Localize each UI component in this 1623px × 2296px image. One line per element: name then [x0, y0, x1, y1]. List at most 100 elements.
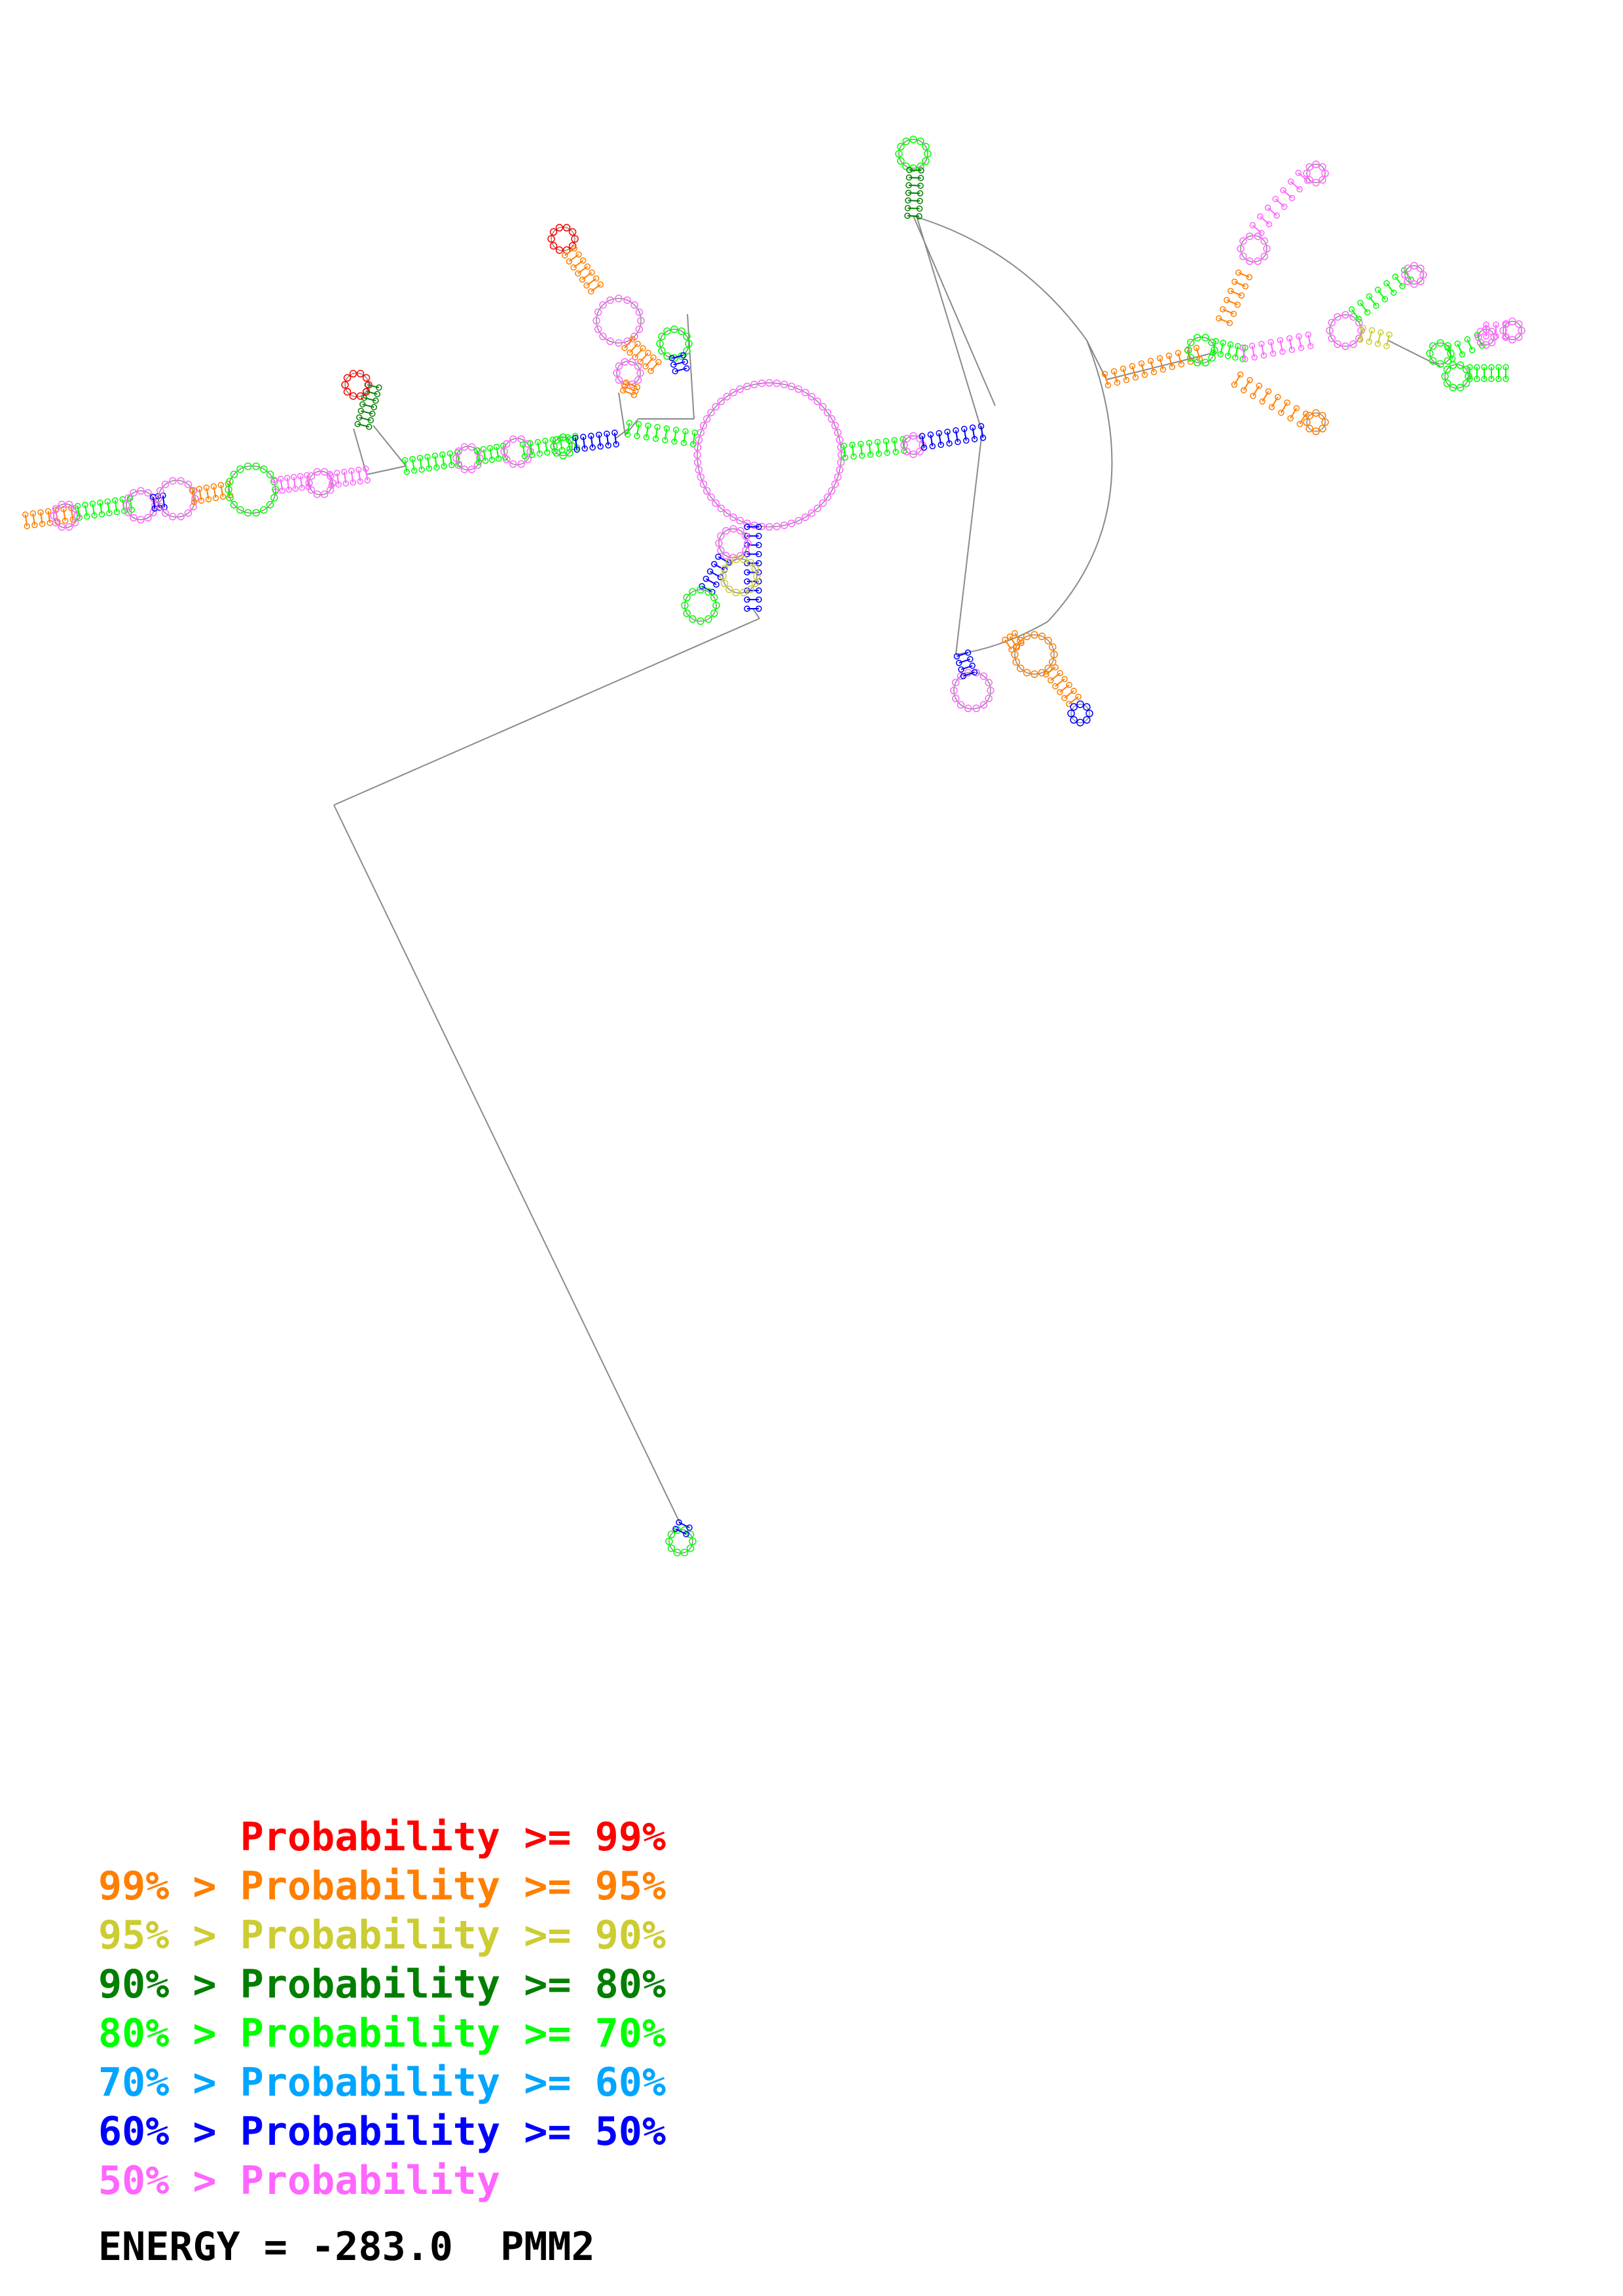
nucleotide — [1429, 357, 1437, 365]
nucleotide — [953, 427, 959, 434]
nucleotide — [488, 456, 496, 463]
nucleotide — [670, 354, 678, 362]
nucleotide — [1503, 376, 1509, 382]
nucleotide — [1194, 334, 1201, 342]
nucleotide — [1224, 353, 1231, 359]
nucleotide — [1012, 630, 1018, 637]
nucleotide — [31, 522, 38, 528]
nucleotide — [950, 687, 958, 694]
nucleotide — [683, 594, 691, 601]
nucleotide — [744, 550, 750, 558]
nucleotide — [635, 325, 644, 333]
base-pair — [573, 260, 584, 268]
nucleotide — [905, 189, 912, 196]
nucleotide — [356, 414, 363, 421]
nucleotide — [1104, 382, 1112, 389]
nucleotide — [452, 454, 460, 462]
nucleotide — [1456, 361, 1465, 369]
legend-ge-sign: >= — [524, 1962, 572, 2007]
nucleotide — [842, 454, 848, 461]
nucleotide — [921, 444, 928, 451]
nucleotide — [144, 514, 152, 522]
nucleotide — [717, 547, 725, 554]
nucleotide — [1023, 632, 1031, 641]
nucleotide — [1251, 354, 1258, 361]
loop-ring — [1070, 704, 1090, 723]
nucleotide — [549, 436, 556, 443]
base-pair — [636, 424, 640, 437]
nucleotide — [517, 460, 525, 468]
loop-ring — [1188, 336, 1215, 364]
nucleotide — [683, 365, 690, 372]
nucleotide — [673, 1549, 682, 1556]
nucleotide — [917, 198, 923, 204]
nucleotide — [1293, 404, 1300, 412]
nucleotide — [555, 224, 564, 232]
legend-ge-sign: >= — [524, 2011, 572, 2056]
base-pair — [960, 665, 973, 670]
nucleotide — [1286, 335, 1293, 342]
base-pair — [357, 423, 369, 428]
base-pair — [1299, 413, 1307, 425]
nucleotide — [1503, 364, 1509, 370]
nucleotide — [615, 295, 623, 302]
backbone-segment — [366, 465, 407, 475]
nucleotide — [683, 1531, 689, 1537]
legend-gt-sign — [193, 1814, 217, 1860]
legend-probability-label: Probability — [240, 1863, 501, 1909]
nucleotide — [713, 581, 720, 588]
nucleotide — [486, 444, 494, 452]
nucleotide — [1495, 364, 1502, 370]
nucleotide — [835, 436, 844, 444]
nucleotide — [1129, 363, 1136, 370]
legend-row: 95% > Probability >= 90% — [98, 1911, 666, 1960]
base-pair — [1447, 348, 1453, 359]
nucleotide — [979, 435, 987, 441]
nucleotide — [594, 325, 602, 333]
nucleotide — [1399, 283, 1406, 289]
nucleotide — [765, 523, 773, 531]
base-pair — [152, 496, 156, 509]
nucleotide — [645, 422, 651, 429]
nucleotide — [191, 495, 199, 503]
nucleotide — [1364, 309, 1371, 315]
nucleotide — [1018, 639, 1025, 647]
nucleotide — [719, 572, 727, 580]
nucleotide — [667, 1530, 676, 1539]
nucleotide — [184, 509, 192, 517]
base-pair — [99, 502, 103, 514]
nucleotide — [124, 494, 132, 502]
base-pair — [92, 503, 96, 516]
nucleotide — [1373, 302, 1379, 309]
nucleotide — [634, 376, 642, 384]
nucleotide — [1239, 344, 1246, 351]
base-pair — [675, 1528, 687, 1535]
nucleotide — [177, 476, 185, 485]
nucleotide — [624, 431, 631, 438]
nucleotide — [723, 393, 731, 401]
nucleotide — [652, 435, 659, 442]
legend-upper-bound: 60% — [594, 2060, 666, 2106]
nucleotide — [1454, 340, 1461, 347]
base-pair — [907, 200, 921, 202]
nucleotide — [985, 694, 993, 702]
nucleotide — [916, 213, 922, 220]
nucleotide — [357, 408, 365, 414]
nucleotide — [722, 527, 730, 535]
nucleotide — [89, 500, 96, 507]
base-pair — [860, 444, 863, 456]
nucleotide — [732, 555, 740, 564]
nucleotide — [52, 518, 60, 527]
nucleotide — [801, 513, 809, 522]
legend-ge-sign: >= — [524, 1912, 572, 1958]
nucleotide — [1057, 670, 1063, 677]
nucleotide — [58, 501, 66, 509]
backbone-segment — [1086, 340, 1107, 380]
base-pair — [191, 490, 195, 503]
nucleotide — [1265, 388, 1272, 395]
nucleotide — [362, 465, 369, 472]
nucleotide — [1232, 354, 1239, 361]
base-pair — [692, 432, 696, 445]
nucleotide — [371, 404, 377, 410]
nucleotide — [1240, 387, 1247, 394]
